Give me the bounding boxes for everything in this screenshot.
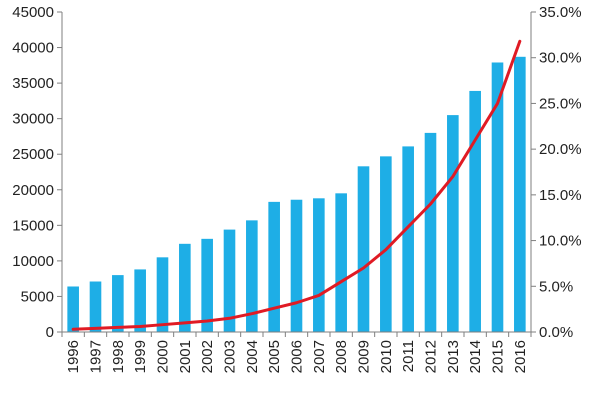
bars-layer: [67, 56, 526, 333]
bar-1997: [89, 281, 102, 332]
x-tick-label-2006: 2006: [289, 340, 306, 373]
x-tick-label-2005: 2005: [266, 340, 283, 373]
right-tick-label: 25.0%: [539, 95, 582, 112]
x-tick-label-2002: 2002: [199, 340, 216, 373]
x-tick-label-2000: 2000: [155, 340, 172, 373]
bar-2016: [514, 56, 526, 333]
x-tick-label-2016: 2016: [512, 340, 529, 373]
bar-1996: [67, 286, 79, 332]
left-tick-label: 40000: [12, 40, 54, 57]
right-tick-label: 20.0%: [539, 141, 582, 158]
x-tick-label-2001: 2001: [177, 340, 194, 373]
labels-layer: 0 5000 10000 15000 20000 25000 30000 35000 40000…: [12, 4, 581, 373]
left-tick-label: 25000: [12, 146, 54, 163]
bar-2004: [246, 220, 258, 332]
bar-2007: [313, 198, 325, 332]
x-tick-label-2010: 2010: [378, 340, 395, 373]
x-tick-label-1996: 1996: [65, 340, 82, 373]
right-tick-label: 5.0%: [539, 278, 573, 295]
bar-2010: [380, 156, 392, 332]
bar-2000: [156, 257, 169, 332]
x-tick-label-1998: 1998: [110, 340, 127, 373]
bar-2015: [491, 62, 504, 333]
right-tick-label: 0.0%: [539, 324, 573, 341]
bar-2001: [179, 243, 191, 332]
x-tick-label-2008: 2008: [333, 340, 350, 373]
bar-2013: [447, 115, 459, 332]
bar-2012: [424, 132, 437, 332]
x-tick-label-2009: 2009: [356, 340, 373, 373]
bar-2005: [268, 201, 280, 332]
x-tick-label-1999: 1999: [132, 340, 149, 373]
bar-2009: [357, 166, 370, 332]
bar-2002: [201, 238, 213, 332]
right-tick-label: 35.0%: [539, 4, 582, 21]
bar-2006: [290, 199, 303, 332]
bar-1999: [134, 269, 146, 332]
bar-1998: [112, 275, 124, 332]
x-tick-label-2007: 2007: [311, 340, 328, 373]
x-tick-label-2013: 2013: [445, 340, 462, 373]
x-tick-label-2003: 2003: [222, 340, 239, 373]
x-tick-label-2014: 2014: [467, 340, 484, 373]
right-tick-label: 15.0%: [539, 187, 582, 204]
right-tick-label: 30.0%: [539, 50, 582, 67]
left-tick-label: 5000: [21, 288, 54, 305]
x-tick-label-2004: 2004: [244, 340, 261, 373]
bar-2008: [335, 193, 347, 332]
left-tick-label: 30000: [12, 111, 54, 128]
line-layer: [71, 39, 522, 331]
x-tick-label-2011: 2011: [400, 340, 417, 372]
axes-layer: [57, 11, 536, 337]
bar-2003: [223, 229, 236, 332]
bar-2014: [469, 90, 481, 333]
x-tick-label-2012: 2012: [423, 340, 440, 373]
left-tick-label: 10000: [12, 253, 54, 270]
left-tick-label: 20000: [12, 182, 54, 199]
x-tick-label-1997: 1997: [88, 340, 105, 373]
left-tick-label: 45000: [12, 4, 54, 21]
left-tick-label: 15000: [12, 217, 54, 234]
left-tick-label: 35000: [12, 75, 54, 92]
right-tick-label: 10.0%: [539, 233, 582, 250]
percentage-line: [71, 39, 522, 331]
x-tick-label-2015: 2015: [490, 340, 507, 373]
left-tick-label: 0: [46, 324, 54, 341]
bar-2011: [402, 146, 414, 332]
